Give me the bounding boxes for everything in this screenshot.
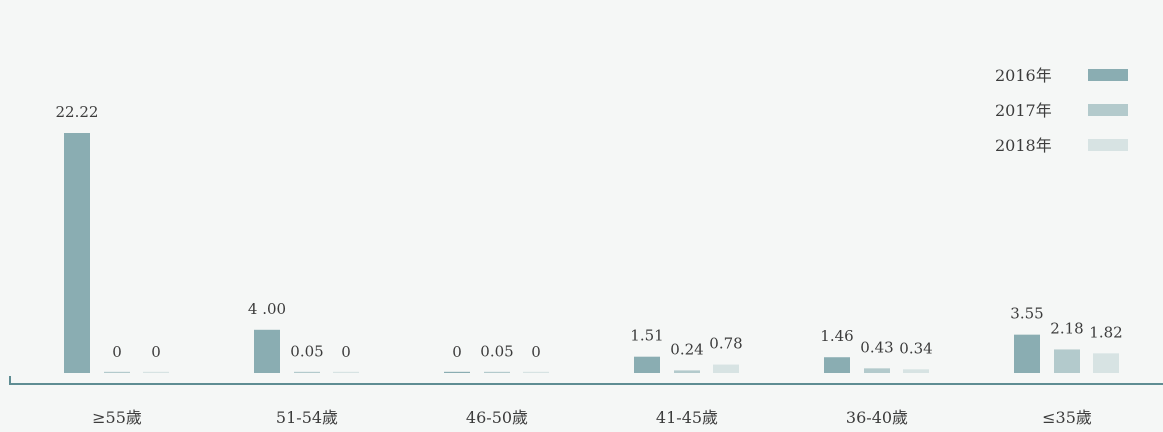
value-label: 0 [151,343,161,361]
bar-3-3 [523,371,549,373]
bar-2-3 [484,371,510,373]
category-label: 36-40歲 [846,408,908,427]
bar-3-5 [903,369,929,373]
bar-2-6 [1054,349,1080,373]
value-label: 0.05 [480,342,513,360]
legend-label: 2016年 [995,66,1052,85]
bar-2-2 [294,371,320,373]
bar-1-3 [444,371,470,373]
value-label: 0.34 [899,339,932,357]
value-label: 0 [341,343,351,361]
value-label: 0 [452,343,462,361]
legend-label: 2018年 [995,136,1052,155]
category-label: ≤35歲 [1042,408,1092,427]
bar-3-2 [333,371,359,373]
category-label: ≥55歲 [92,408,142,427]
category-label: 46-50歲 [466,408,528,427]
category-label: 51-54歲 [276,408,338,427]
value-label: 3.55 [1010,305,1043,323]
value-label: 0 [531,343,541,361]
bar-1-5 [824,357,850,373]
legend-swatch [1088,69,1128,81]
category-labels: ≥55歲 51-54歲 46-50歲 41-45歲 36-40歲 ≤35歲 [92,408,1092,427]
value-label: 0.24 [670,340,703,358]
legend-label: 2017年 [995,101,1052,120]
bar-1-2 [254,329,280,373]
bar-1-4 [634,356,660,373]
value-label: 4 .00 [248,300,286,318]
bar-1-6 [1014,334,1040,373]
legend-swatch [1088,104,1128,116]
bars [64,133,1119,373]
value-label: 1.82 [1089,323,1122,341]
value-label: 0.43 [860,338,893,356]
bar-1-1 [64,133,90,373]
bar-3-4 [713,364,739,373]
bar-2-1 [104,371,130,373]
value-label: 0.78 [709,335,742,353]
value-label: 22.22 [56,103,99,121]
value-label: 2.18 [1050,319,1083,337]
bar-3-1 [143,371,169,373]
value-label: 1.46 [820,327,853,345]
value-label: 0.05 [290,342,323,360]
legend: 2016年 2017年 2018年 [995,66,1128,155]
category-label: 41-45歲 [656,408,718,427]
value-label: 0 [112,343,122,361]
bar-2-5 [864,368,890,373]
x-axis [9,376,1163,385]
value-labels: 22.22 0 0 4 .00 0.05 0 0 0.05 0 1.51 0.24 0.78 1.46 0… [56,103,1123,361]
bar-3-6 [1093,353,1119,373]
bar-2-4 [674,370,700,373]
value-label: 1.51 [630,327,663,345]
legend-swatch [1088,139,1128,151]
